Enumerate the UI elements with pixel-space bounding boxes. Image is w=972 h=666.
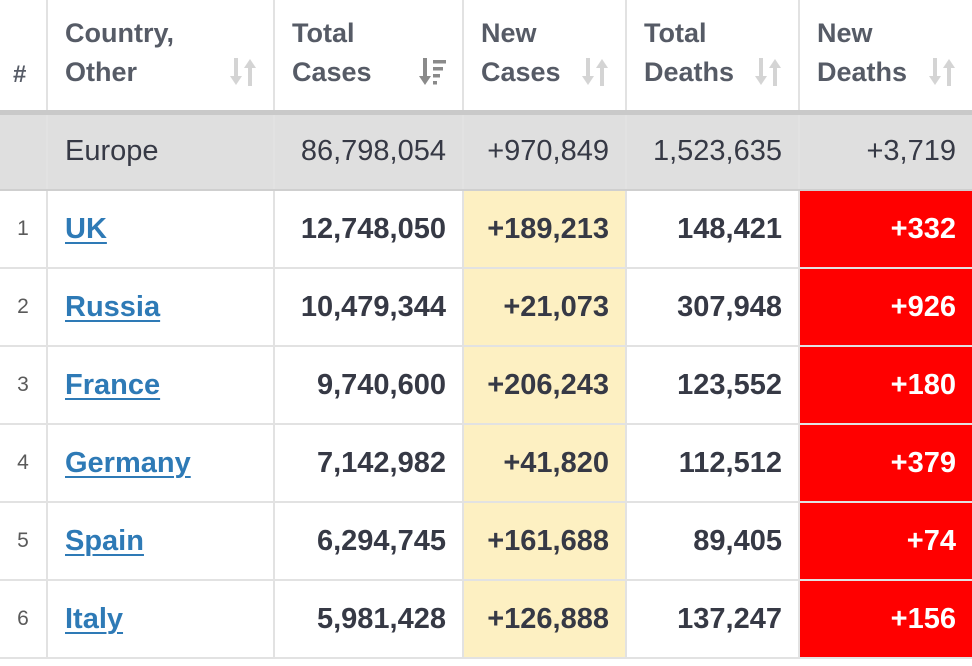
country-cell: Russia: [47, 268, 275, 347]
total-deaths-cell: 148,421: [626, 190, 800, 269]
country-cell: UK: [47, 190, 275, 269]
sort-both-icon[interactable]: [754, 56, 784, 88]
summary-total-cases: 86,798,054: [274, 112, 464, 191]
new-deaths-cell: +332: [799, 190, 972, 269]
rank-header-label: #: [13, 61, 27, 88]
country-cell: Germany: [47, 424, 275, 503]
summary-new-deaths: +3,719: [799, 112, 972, 191]
total-deaths-cell: 112,512: [626, 424, 800, 503]
total-deaths-cell: 307,948: [626, 268, 800, 347]
new-cases-cell: +189,213: [463, 190, 627, 269]
header-row: # Country, Other Total Cases New Cases: [0, 0, 972, 115]
table-row: 4 Germany 7,142,982 +41,820 112,512 +379: [0, 424, 972, 503]
new-cases-cell: +126,888: [463, 580, 627, 659]
country-link[interactable]: France: [65, 368, 161, 401]
new-deaths-header-line2: Deaths: [817, 57, 908, 87]
sort-both-icon[interactable]: [928, 56, 958, 88]
new-cases-header-line2: Cases: [481, 57, 561, 87]
column-header-new-deaths[interactable]: New Deaths: [799, 0, 972, 115]
new-cases-cell: +161,688: [463, 502, 627, 581]
table-row: 6 Italy 5,981,428 +126,888 137,247 +156: [0, 580, 972, 659]
country-cell: France: [47, 346, 275, 425]
total-cases-cell: 5,981,428: [274, 580, 464, 659]
total-cases-cell: 6,294,745: [274, 502, 464, 581]
country-cell: Spain: [47, 502, 275, 581]
country-link[interactable]: Germany: [65, 446, 191, 479]
summary-total-deaths: 1,523,635: [626, 112, 800, 191]
sort-both-icon[interactable]: [229, 56, 259, 88]
column-header-total-deaths[interactable]: Total Deaths: [626, 0, 800, 115]
column-header-country[interactable]: Country, Other: [47, 0, 275, 115]
total-cases-header-line1: Total: [292, 18, 355, 48]
new-deaths-cell: +180: [799, 346, 972, 425]
table-row: 2 Russia 10,479,344 +21,073 307,948 +926: [0, 268, 972, 347]
rank-cell: 5: [0, 502, 48, 581]
sort-descending-icon[interactable]: [418, 56, 448, 88]
total-cases-header-line2: Cases: [292, 57, 372, 87]
column-header-new-cases[interactable]: New Cases: [463, 0, 627, 115]
new-deaths-cell: +74: [799, 502, 972, 581]
summary-new-cases: +970,849: [463, 112, 627, 191]
table-row: 1 UK 12,748,050 +189,213 148,421 +332: [0, 190, 972, 269]
new-deaths-cell: +379: [799, 424, 972, 503]
new-deaths-header-line1: New: [817, 18, 873, 48]
country-header-line1: Country,: [65, 18, 174, 48]
total-deaths-cell: 137,247: [626, 580, 800, 659]
table-row: 5 Spain 6,294,745 +161,688 89,405 +74: [0, 502, 972, 581]
rank-cell: 6: [0, 580, 48, 659]
rank-cell: 3: [0, 346, 48, 425]
summary-region: Europe: [47, 112, 275, 191]
new-cases-cell: +206,243: [463, 346, 627, 425]
rank-cell: 1: [0, 190, 48, 269]
total-deaths-header-line1: Total: [644, 18, 707, 48]
column-header-rank: #: [0, 0, 48, 115]
sort-both-icon[interactable]: [581, 56, 611, 88]
country-link[interactable]: Italy: [65, 602, 124, 635]
country-link[interactable]: Spain: [65, 524, 144, 557]
new-deaths-cell: +156: [799, 580, 972, 659]
column-header-total-cases[interactable]: Total Cases: [274, 0, 464, 115]
country-header-line2: Other: [65, 57, 138, 87]
total-deaths-header-line2: Deaths: [644, 57, 735, 87]
rank-cell: 4: [0, 424, 48, 503]
country-cell: Italy: [47, 580, 275, 659]
total-cases-cell: 10,479,344: [274, 268, 464, 347]
new-deaths-cell: +926: [799, 268, 972, 347]
country-link[interactable]: Russia: [65, 290, 161, 323]
table-row: 3 France 9,740,600 +206,243 123,552 +180: [0, 346, 972, 425]
total-cases-cell: 9,740,600: [274, 346, 464, 425]
new-cases-cell: +21,073: [463, 268, 627, 347]
summary-rank-cell: [0, 112, 48, 191]
new-cases-header-line1: New: [481, 18, 537, 48]
new-cases-cell: +41,820: [463, 424, 627, 503]
rank-cell: 2: [0, 268, 48, 347]
total-cases-cell: 12,748,050: [274, 190, 464, 269]
country-link[interactable]: UK: [65, 212, 107, 245]
summary-row: Europe 86,798,054 +970,849 1,523,635 +3,…: [0, 112, 972, 191]
total-deaths-cell: 89,405: [626, 502, 800, 581]
total-cases-cell: 7,142,982: [274, 424, 464, 503]
total-deaths-cell: 123,552: [626, 346, 800, 425]
